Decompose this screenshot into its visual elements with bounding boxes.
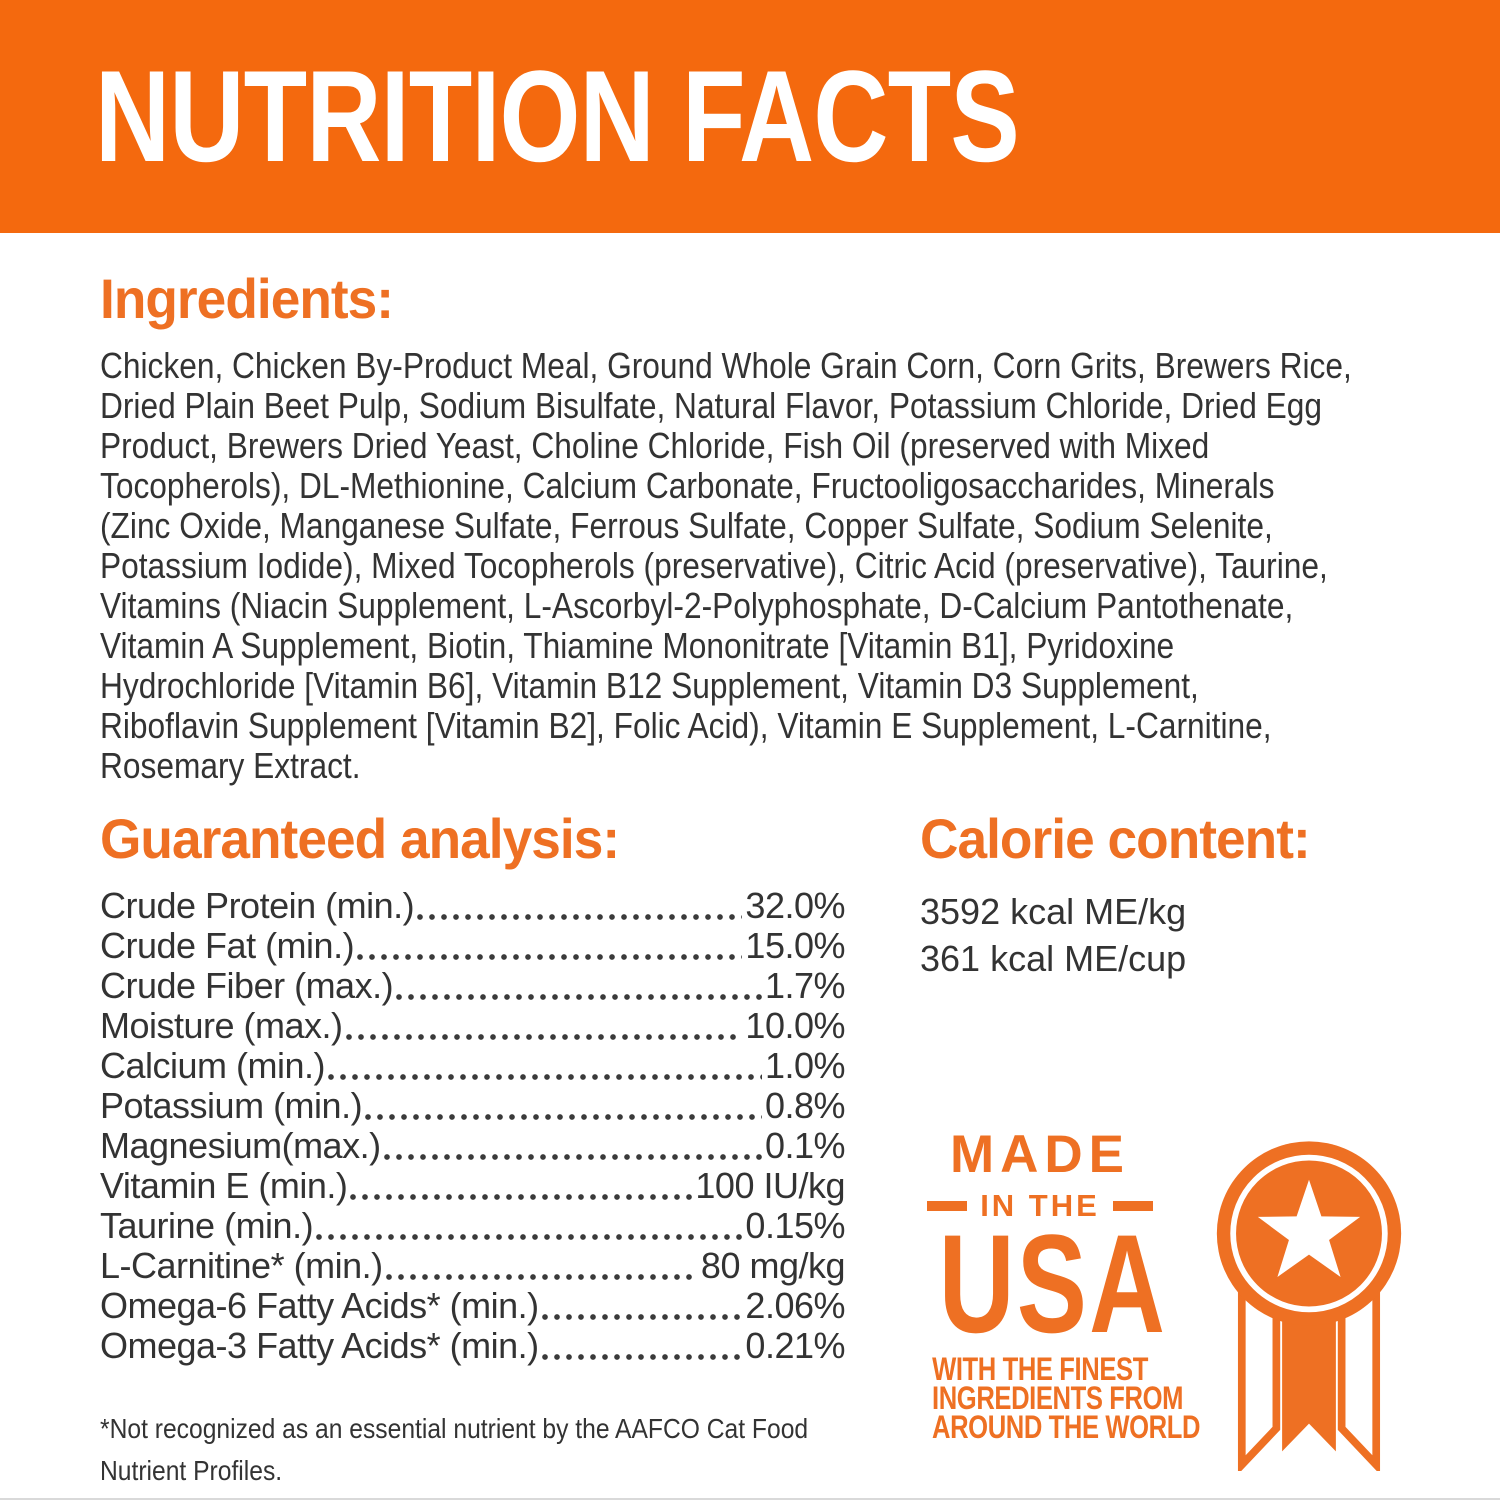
analysis-label: Calcium (min.) bbox=[100, 1045, 326, 1086]
guaranteed-analysis-heading: Guaranteed analysis: bbox=[100, 807, 620, 870]
analysis-value: 1.7% bbox=[764, 965, 846, 1006]
usa-subtext-line: INGREDIENTS FROM bbox=[932, 1380, 1184, 1416]
analysis-label: L-Carnitine* (min.) bbox=[100, 1245, 383, 1286]
dot-leader bbox=[365, 1113, 762, 1121]
dot-leader bbox=[396, 993, 762, 1001]
calorie-line: 361 kcal ME/cup bbox=[920, 938, 1187, 979]
analysis-value: 0.8% bbox=[764, 1085, 846, 1126]
analysis-label: Crude Protein (min.) bbox=[100, 885, 415, 926]
calorie-content-heading: Calorie content: bbox=[920, 807, 1311, 870]
ingredients-line: Dried Plain Beet Pulp, Sodium Bisulfate,… bbox=[100, 385, 1323, 426]
analysis-row: Omega-3 Fatty Acids* (min.) 0.21% bbox=[100, 1326, 845, 1366]
dot-leader bbox=[316, 1233, 743, 1241]
ingredients-line: Potassium Iodide), Mixed Tocopherols (pr… bbox=[100, 545, 1328, 586]
analysis-row: Magnesium(max.) 0.1% bbox=[100, 1125, 846, 1166]
aafco-footnote: *Not recognized as an essential nutrient… bbox=[100, 1408, 808, 1492]
analysis-row: Vitamin E (min.) 100 IU/kg bbox=[100, 1166, 845, 1206]
dot-leader bbox=[541, 1313, 743, 1321]
analysis-value: 100 IU/kg bbox=[695, 1165, 845, 1206]
usa-subtext: WITH THE FINEST INGREDIENTS FROM AROUND … bbox=[932, 1351, 1201, 1445]
calorie-content-values: 3592 kcal ME/kg 361 kcal ME/cup bbox=[920, 888, 1186, 982]
made-in-usa-badge: MADE IN THE USA WITH THE FINEST INGREDIE… bbox=[905, 1125, 1201, 1445]
ingredients-line: Hydrochloride [Vitamin B6], Vitamin B12 … bbox=[100, 665, 1199, 706]
dot-leader bbox=[350, 1193, 693, 1201]
analysis-value: 0.21% bbox=[745, 1325, 845, 1366]
analysis-row: Taurine (min.) 0.15% bbox=[100, 1206, 845, 1246]
analysis-label: Vitamin E (min.) bbox=[100, 1165, 348, 1206]
dot-leader bbox=[541, 1353, 743, 1361]
analysis-row: Potassium (min.) 0.8% bbox=[100, 1085, 846, 1126]
analysis-label: Moisture (max.) bbox=[100, 1005, 343, 1046]
analysis-label: Omega-6 Fatty Acids* (min.) bbox=[100, 1285, 539, 1326]
analysis-value: 32.0% bbox=[745, 885, 845, 926]
analysis-label: Magnesium(max.) bbox=[100, 1125, 381, 1166]
medal-ribbon-star-icon bbox=[1216, 1141, 1402, 1471]
analysis-label: Omega-3 Fatty Acids* (min.) bbox=[100, 1325, 539, 1366]
dash-right-icon bbox=[1112, 1201, 1153, 1211]
usa-subtext-line: WITH THE FINEST bbox=[932, 1351, 1148, 1387]
analysis-label: Crude Fiber (max.) bbox=[100, 965, 394, 1006]
ingredients-line: Vitamin A Supplement, Biotin, Thiamine M… bbox=[100, 625, 1175, 666]
in-the-text: IN THE bbox=[980, 1188, 1100, 1223]
footnote-line: *Not recognized as an essential nutrient… bbox=[100, 1413, 809, 1444]
ingredients-line: Product, Brewers Dried Yeast, Choline Ch… bbox=[100, 425, 1210, 466]
analysis-value: 15.0% bbox=[745, 925, 845, 966]
usa-text: USA bbox=[938, 1205, 1168, 1362]
analysis-value: 2.06% bbox=[745, 1285, 845, 1326]
in-the-row: IN THE bbox=[905, 1188, 1175, 1223]
analysis-value: 10.0% bbox=[745, 1005, 845, 1046]
analysis-row: Omega-6 Fatty Acids* (min.) 2.06% bbox=[100, 1286, 845, 1326]
footnote-line: Nutrient Profiles. bbox=[100, 1455, 283, 1486]
dot-leader bbox=[328, 1073, 762, 1081]
dot-leader bbox=[417, 913, 743, 921]
ingredients-line: Chicken, Chicken By-Product Meal, Ground… bbox=[100, 345, 1352, 386]
ingredients-line: Tocopherols), DL-Methionine, Calcium Car… bbox=[100, 465, 1275, 506]
banner: NUTRITION FACTS bbox=[0, 0, 1500, 233]
page-title: NUTRITION FACTS bbox=[95, 43, 1020, 189]
dot-leader bbox=[383, 1153, 762, 1161]
analysis-label: Potassium (min.) bbox=[100, 1085, 363, 1126]
dash-left-icon bbox=[927, 1201, 968, 1211]
analysis-row: Crude Protein (min.) 32.0% bbox=[100, 886, 845, 926]
usa-subtext-line: AROUND THE WORLD bbox=[932, 1409, 1201, 1445]
analysis-row: Moisture (max.) 10.0% bbox=[100, 1006, 845, 1046]
ingredients-text: Chicken, Chicken By-Product Meal, Ground… bbox=[100, 346, 1352, 786]
dot-leader bbox=[385, 1273, 698, 1281]
analysis-row: Calcium (min.) 1.0% bbox=[100, 1045, 846, 1086]
ingredients-line: Vitamins (Niacin Supplement, L-Ascorbyl-… bbox=[100, 585, 1294, 626]
analysis-row: Crude Fiber (max.) 1.7% bbox=[100, 965, 846, 1006]
calorie-line: 3592 kcal ME/kg bbox=[920, 891, 1187, 932]
ingredients-heading: Ingredients: bbox=[100, 267, 394, 330]
ingredients-line: (Zinc Oxide, Manganese Sulfate, Ferrous … bbox=[100, 505, 1273, 546]
guaranteed-analysis-list: Crude Protein (min.) 32.0% Crude Fat (mi… bbox=[100, 886, 846, 1366]
dot-leader bbox=[357, 953, 743, 961]
analysis-label: Crude Fat (min.) bbox=[100, 925, 355, 966]
analysis-row: Crude Fat (min.) 15.0% bbox=[100, 926, 845, 966]
analysis-value: 0.1% bbox=[764, 1125, 846, 1166]
analysis-value: 0.15% bbox=[745, 1205, 845, 1246]
analysis-value: 1.0% bbox=[764, 1045, 846, 1086]
ingredients-line: Rosemary Extract. bbox=[100, 745, 361, 786]
analysis-value: 80 mg/kg bbox=[700, 1245, 846, 1286]
dot-leader bbox=[345, 1033, 743, 1041]
made-text: MADE bbox=[949, 1125, 1131, 1184]
analysis-row: L-Carnitine* (min.) 80 mg/kg bbox=[100, 1245, 846, 1286]
ingredients-line: Riboflavin Supplement [Vitamin B2], Foli… bbox=[100, 705, 1272, 746]
analysis-label: Taurine (min.) bbox=[100, 1205, 314, 1246]
